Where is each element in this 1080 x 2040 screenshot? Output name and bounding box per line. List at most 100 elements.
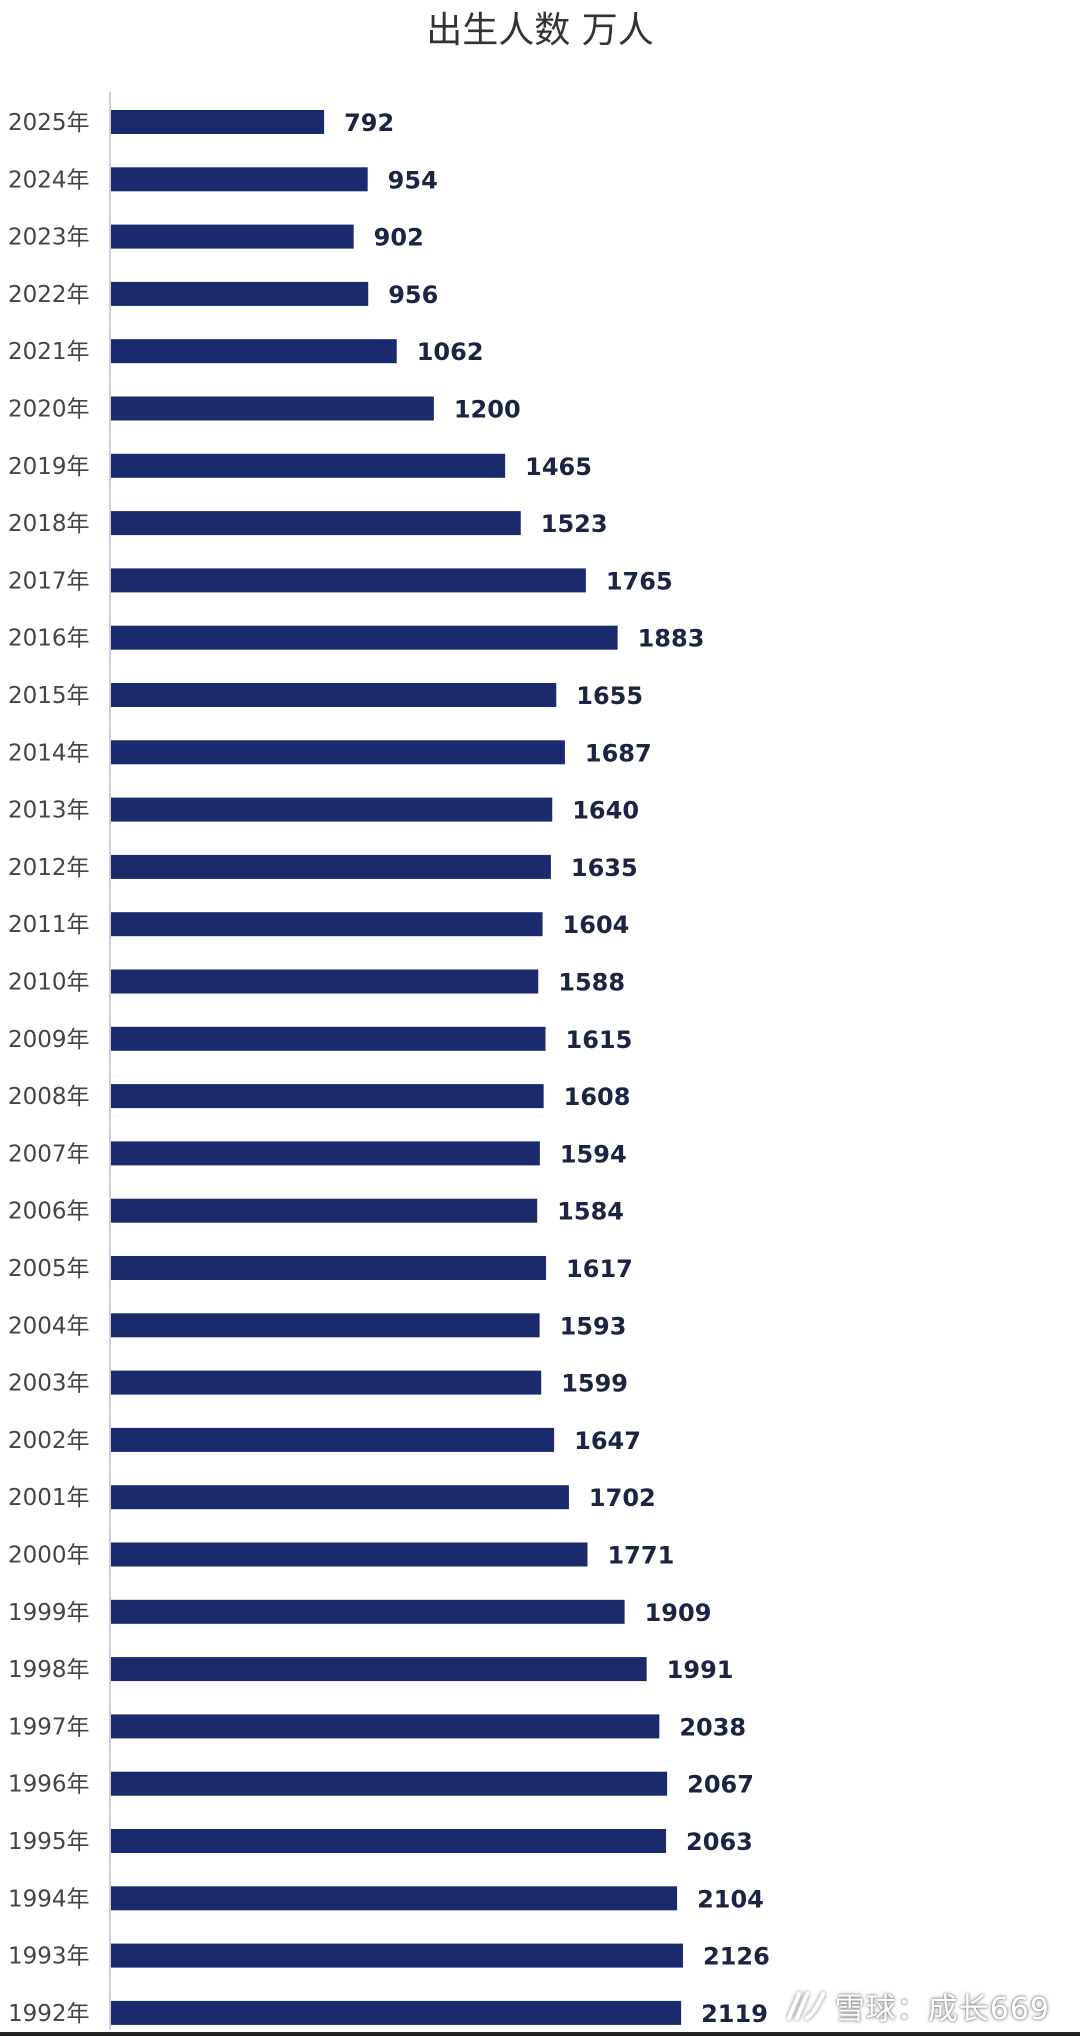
data-label: 792	[344, 109, 394, 137]
bar	[111, 2000, 682, 2025]
y-tick-label: 2022年	[8, 282, 90, 308]
bar	[111, 797, 553, 822]
data-label: 1584	[557, 1198, 624, 1226]
y-tick-label: 2005年	[8, 1256, 90, 1282]
y-tick-label: 1998年	[8, 1657, 90, 1683]
data-label: 1465	[525, 453, 592, 481]
y-tick-label: 1999年	[8, 1600, 90, 1626]
y-tick-label: 2009年	[8, 1027, 90, 1053]
data-label: 1604	[563, 911, 630, 939]
data-label: 956	[388, 281, 438, 309]
y-tick-label: 2006年	[8, 1199, 90, 1225]
data-label: 954	[388, 166, 438, 194]
data-label: 1655	[576, 682, 643, 710]
data-label: 1588	[558, 969, 625, 997]
data-label: 1771	[607, 1542, 674, 1570]
data-label: 1200	[454, 396, 521, 424]
y-tick-label: 1992年	[8, 2001, 90, 2027]
data-label: 902	[374, 224, 424, 252]
y-tick-label: 2012年	[8, 855, 90, 881]
bar	[111, 511, 521, 536]
bar	[111, 1427, 555, 1452]
bar	[111, 396, 434, 421]
data-label: 1615	[566, 1026, 633, 1054]
y-tick-label: 2016年	[8, 626, 90, 652]
y-tick-label: 2001年	[8, 1485, 90, 1511]
data-label: 2104	[697, 1885, 764, 1913]
bar	[111, 167, 368, 192]
bars-group: 2025年 792 2024年 954 2023年 902 2022年 956 2021年 106…	[8, 109, 770, 2028]
data-label: 1617	[566, 1255, 633, 1283]
data-label: 2126	[703, 1943, 770, 1971]
y-tick-label: 2011年	[8, 912, 90, 938]
bar	[111, 683, 557, 707]
data-label: 1765	[606, 567, 673, 595]
bar	[111, 1771, 668, 1796]
y-tick-label: 2025年	[8, 110, 90, 136]
y-tick-label: 1997年	[8, 1714, 90, 1740]
bar	[111, 1485, 569, 1510]
bottom-border	[0, 2032, 1080, 2036]
y-tick-label: 1995年	[8, 1829, 90, 1855]
y-tick-label: 2010年	[8, 970, 90, 996]
y-tick-label: 2008年	[8, 1084, 90, 1110]
bar	[111, 281, 369, 306]
bar	[111, 1198, 538, 1223]
bar	[111, 1256, 547, 1280]
data-label: 1647	[574, 1427, 641, 1455]
bar	[111, 1026, 546, 1051]
data-label: 2063	[686, 1828, 753, 1856]
data-label: 1687	[585, 739, 652, 767]
watermark: 雪球：成长669	[785, 1984, 1050, 2028]
data-label: 1640	[572, 797, 639, 825]
y-tick-label: 2021年	[8, 339, 90, 365]
bar	[111, 339, 397, 364]
y-tick-label: 2024年	[8, 167, 90, 193]
data-label: 2038	[679, 1713, 746, 1741]
data-label: 1991	[667, 1656, 734, 1684]
y-tick-label: 2014年	[8, 740, 90, 766]
data-label: 2119	[701, 2000, 768, 2028]
xueqiu-logo-icon	[786, 1992, 825, 2020]
watermark-text: 雪球：成长669	[834, 1992, 1050, 2027]
bar	[111, 1829, 667, 1853]
y-tick-label: 2002年	[8, 1428, 90, 1454]
data-label: 1883	[638, 625, 705, 653]
bar	[111, 1943, 683, 1968]
data-label: 1593	[560, 1312, 627, 1340]
bar	[111, 1542, 588, 1567]
bar	[111, 625, 618, 650]
y-tick-label: 1996年	[8, 1772, 90, 1798]
y-tick-label: 2019年	[8, 454, 90, 480]
data-label: 2067	[687, 1771, 754, 1799]
y-tick-label: 2007年	[8, 1141, 90, 1167]
y-tick-label: 1994年	[8, 1886, 90, 1912]
data-label: 1523	[541, 510, 608, 538]
bar	[111, 1657, 647, 1682]
y-tick-label: 2013年	[8, 798, 90, 824]
y-tick-label: 2020年	[8, 397, 90, 423]
data-label: 1599	[561, 1370, 628, 1398]
bar	[111, 854, 551, 879]
bar	[111, 1141, 540, 1166]
y-tick-label: 1993年	[8, 1944, 90, 1970]
y-tick-label: 2000年	[8, 1543, 90, 1569]
data-label: 1635	[571, 854, 638, 882]
y-tick-label: 2017年	[8, 568, 90, 594]
y-tick-label: 2023年	[8, 225, 90, 251]
bar	[111, 1370, 542, 1395]
bar	[111, 453, 506, 478]
bar	[111, 969, 539, 994]
bar	[111, 224, 354, 249]
bar	[111, 1886, 678, 1911]
data-label: 1594	[560, 1140, 627, 1168]
y-tick-label: 2015年	[8, 683, 90, 709]
data-label: 1702	[589, 1484, 656, 1512]
bar	[111, 1599, 625, 1624]
bar	[111, 1313, 540, 1338]
y-tick-label: 2004年	[8, 1313, 90, 1339]
bar	[111, 740, 565, 765]
bar	[111, 1714, 660, 1739]
